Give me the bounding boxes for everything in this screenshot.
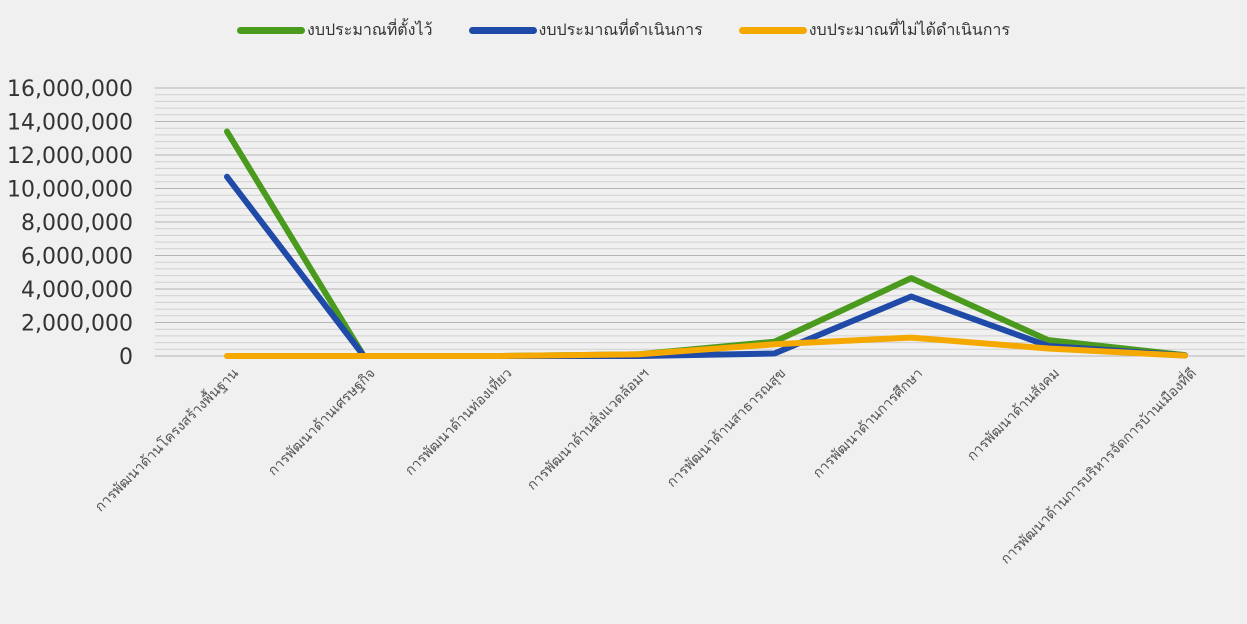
x-tick-label: การพัฒนาด้านการศึกษา xyxy=(810,366,926,482)
legend-swatch-budget-used xyxy=(468,27,537,34)
y-tick-label: 4,000,000 xyxy=(21,278,133,303)
series-line-2 xyxy=(224,334,1188,359)
x-tick-label: การพัฒนาด้านสิ่งแวดล้อมฯ xyxy=(523,364,652,493)
legend-item-budget-used: งบประมาณที่ดำเนินการ xyxy=(468,18,703,43)
y-tick-label: 16,000,000 xyxy=(7,77,133,102)
y-tick-label: 2,000,000 xyxy=(21,312,133,337)
y-tick-label: 6,000,000 xyxy=(21,245,133,270)
x-tick-label: การพัฒนาด้านท่องเที่ยว xyxy=(401,364,516,479)
legend-label-budget-set: งบประมาณที่ตั้งไว้ xyxy=(307,20,433,39)
legend-label-budget-unused: งบประมาณที่ไม่ได้ดำเนินการ xyxy=(808,20,1010,39)
x-tick-label: การพัฒนาด้านโครงสร้างพื้นฐาน xyxy=(90,363,242,515)
legend: งบประมาณที่ตั้งไว้ งบประมาณที่ดำเนินการ … xyxy=(0,18,1247,43)
y-tick-label: 8,000,000 xyxy=(21,211,133,236)
y-tick-label: 14,000,000 xyxy=(7,111,133,136)
legend-swatch-budget-set xyxy=(237,27,306,34)
x-tick-label: การพัฒนาด้านสาธารณสุข xyxy=(664,366,789,491)
y-tick-label: 12,000,000 xyxy=(7,144,133,169)
legend-swatch-budget-unused xyxy=(738,27,807,34)
x-tick-label: การพัฒนาด้านเศรษฐกิจ xyxy=(265,366,379,480)
legend-label-budget-used: งบประมาณที่ดำเนินการ xyxy=(538,20,703,39)
legend-item-budget-unused: งบประมาณที่ไม่ได้ดำเนินการ xyxy=(738,18,1010,43)
x-tick-label: การพัฒนาด้านสังคม xyxy=(964,366,1063,465)
y-tick-label: 0 xyxy=(119,345,133,370)
y-tick-label: 10,000,000 xyxy=(7,178,133,203)
legend-item-budget-set: งบประมาณที่ตั้งไว้ xyxy=(237,18,433,43)
